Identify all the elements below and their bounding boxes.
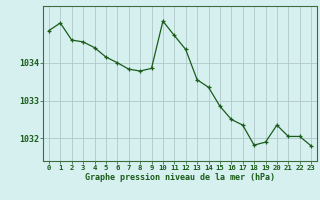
- X-axis label: Graphe pression niveau de la mer (hPa): Graphe pression niveau de la mer (hPa): [85, 173, 275, 182]
